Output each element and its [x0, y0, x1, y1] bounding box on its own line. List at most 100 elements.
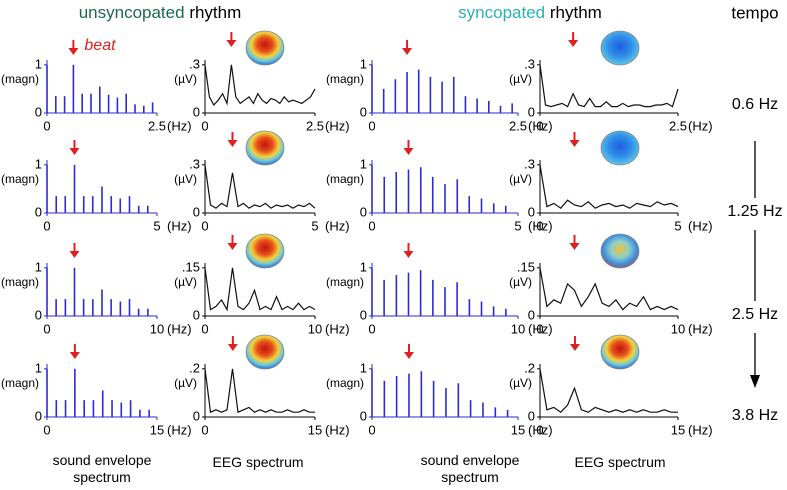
- x-tick-label: 0: [536, 118, 543, 133]
- x-tick-label: 10: [671, 321, 685, 336]
- x-tick-label: 0: [368, 321, 375, 336]
- y-tick-label: .15: [517, 259, 535, 274]
- beat-arrow-head: [569, 140, 580, 147]
- x-tick-label: 0: [368, 218, 375, 233]
- y-tick-label: 0: [35, 204, 42, 219]
- x-tick-label: 15: [150, 422, 164, 437]
- scalp-map: [245, 233, 285, 269]
- y-tick-label: 0: [35, 408, 42, 423]
- y-tick-label: 0: [528, 104, 535, 119]
- beat-arrow-head: [227, 243, 238, 250]
- panel-caption: sound envelope spectrum: [52, 452, 152, 485]
- x-axis-label: (Hz): [325, 422, 350, 437]
- x-axis-label: (Hz): [688, 218, 713, 233]
- y-axis-label: (µV): [174, 72, 197, 86]
- y-tick-label: .3: [524, 156, 535, 171]
- y-tick-label: 0: [360, 408, 367, 423]
- spectrum-line: [204, 267, 316, 312]
- tempo-label: 0.6 Hz: [732, 96, 778, 113]
- x-tick-label: 0: [368, 422, 375, 437]
- tempo-arrow-head: [750, 375, 760, 388]
- tempo-title: tempo: [731, 3, 778, 22]
- beat-arrow-head: [403, 148, 414, 155]
- beat-arrow-head: [403, 251, 414, 258]
- y-axis-label: (µV): [174, 275, 197, 289]
- x-tick-label: 0: [201, 321, 208, 336]
- beat-arrow-head: [68, 48, 79, 55]
- y-tick-label: 1: [35, 56, 42, 71]
- x-axis-label: (Hz): [688, 321, 713, 336]
- y-tick-label: 1: [35, 259, 42, 274]
- column-heading: syncopated rhythm: [458, 3, 602, 22]
- x-tick-label: 15: [308, 422, 322, 437]
- y-tick-label: .15: [182, 259, 200, 274]
- y-axis-label: (µV): [174, 172, 197, 186]
- y-axis-label: (µV): [174, 376, 197, 390]
- x-tick-label: 0: [201, 218, 208, 233]
- x-tick-label: 15: [671, 422, 685, 437]
- x-axis-label: (Hz): [167, 321, 192, 336]
- scalp-map: [600, 233, 640, 269]
- spectrum-line: [539, 64, 679, 108]
- beat-arrow-head: [226, 40, 237, 47]
- tempo-label: 2.5 Hz: [732, 306, 778, 323]
- x-axis-label: (Hz): [325, 118, 350, 133]
- x-tick-label: 10: [308, 321, 322, 336]
- y-tick-label: 0: [360, 204, 367, 219]
- y-tick-label: 0: [360, 307, 367, 322]
- x-axis-label: (Hz): [167, 422, 192, 437]
- y-axis-label: (µV): [509, 376, 532, 390]
- heading-highlight: syncopated: [458, 3, 545, 22]
- x-tick-label: 0: [43, 218, 50, 233]
- x-tick-label: 10: [511, 321, 525, 336]
- heading-highlight: unsyncopated: [79, 3, 185, 22]
- x-tick-label: 0: [536, 321, 543, 336]
- y-tick-label: 0: [35, 307, 42, 322]
- scalp-map: [600, 30, 640, 66]
- x-axis-label: (Hz): [688, 118, 713, 133]
- y-axis-label: (µV): [509, 172, 532, 186]
- y-tick-label: .3: [189, 56, 200, 71]
- x-tick-label: 0: [43, 118, 50, 133]
- y-tick-label: 0: [360, 104, 367, 119]
- beat-arrow-head: [227, 140, 238, 147]
- y-axis-label: (magn): [1, 72, 39, 86]
- heading-rest: rhythm: [550, 3, 602, 22]
- y-tick-label: .2: [524, 360, 535, 375]
- y-tick-label: 1: [35, 156, 42, 171]
- x-tick-label: 2.5: [148, 118, 166, 133]
- spectrum-line: [539, 267, 679, 311]
- x-tick-label: 0: [43, 321, 50, 336]
- panel-caption: EEG spectrum: [574, 454, 666, 470]
- x-tick-label: 2.5: [669, 118, 687, 133]
- x-tick-label: 5: [514, 218, 521, 233]
- x-axis-label: (Hz): [167, 218, 192, 233]
- y-axis-label: (magn): [1, 275, 39, 289]
- x-tick-label: 0: [368, 118, 375, 133]
- y-axis-label: (µV): [509, 72, 532, 86]
- scalp-map: [245, 334, 285, 370]
- beat-arrow-head: [69, 352, 80, 359]
- column-heading: unsyncopated rhythm: [79, 3, 242, 22]
- beat-arrow-head: [69, 148, 80, 155]
- y-tick-label: 0: [193, 104, 200, 119]
- y-tick-label: 1: [360, 56, 367, 71]
- scalp-map: [600, 334, 640, 370]
- beat-arrow-head: [403, 352, 414, 359]
- x-tick-label: 2.5: [509, 118, 527, 133]
- scalp-map: [600, 130, 640, 166]
- x-tick-label: 0: [536, 422, 543, 437]
- x-tick-label: 5: [311, 218, 318, 233]
- x-axis-label: (Hz): [325, 218, 350, 233]
- x-tick-label: 5: [153, 218, 160, 233]
- x-axis-label: (Hz): [325, 321, 350, 336]
- x-tick-label: 0: [43, 422, 50, 437]
- y-tick-label: 1: [360, 259, 367, 274]
- x-axis-label: (Hz): [688, 422, 713, 437]
- x-tick-label: 0: [201, 118, 208, 133]
- x-axis-label: (Hz): [528, 118, 553, 133]
- spectrum-line: [204, 368, 315, 414]
- y-tick-label: 1: [35, 360, 42, 375]
- y-axis-label: (magn): [326, 376, 364, 390]
